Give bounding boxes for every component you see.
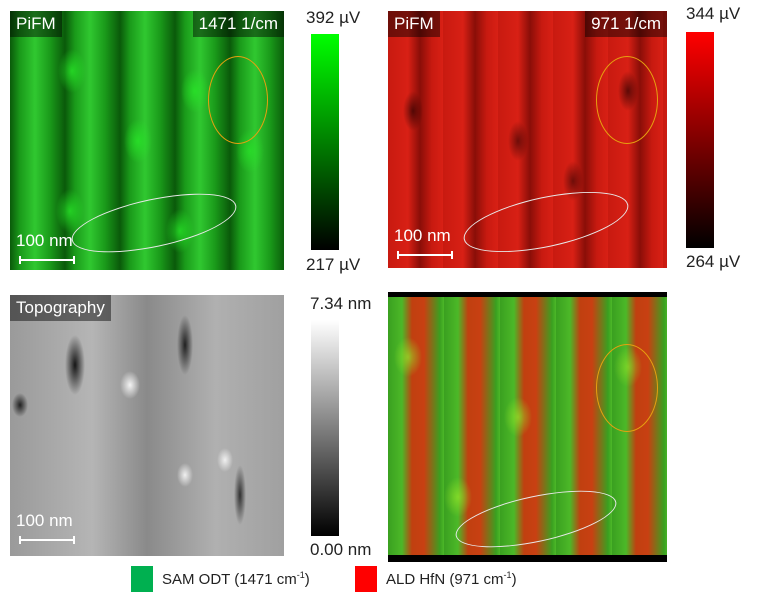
colorbar-max-label: 344 µV bbox=[686, 4, 741, 23]
orange-ellipse-marker bbox=[596, 56, 658, 144]
panel-label: PiFM bbox=[388, 11, 440, 37]
scale-bar: 100 nm bbox=[16, 511, 75, 544]
wavenumber-label: 971 1/cm bbox=[585, 11, 667, 37]
orange-ellipse-marker bbox=[208, 56, 268, 144]
white-ellipse-marker bbox=[66, 182, 242, 264]
topography-image: Topography 100 nm bbox=[10, 295, 284, 556]
pifm-971-image: PiFM 971 1/cm 100 nm bbox=[388, 11, 667, 268]
gray-colorbar bbox=[311, 320, 339, 536]
colorbar-min-label: 264 µV bbox=[686, 252, 741, 271]
colorbar-min-label: 217 µV bbox=[306, 255, 361, 274]
wavenumber-label: 1471 1/cm bbox=[192, 11, 284, 37]
orange-ellipse-marker bbox=[596, 344, 658, 432]
scale-bar-label: 100 nm bbox=[394, 226, 451, 245]
scale-bar: 100 nm bbox=[394, 226, 453, 259]
red-colorbar bbox=[686, 32, 714, 248]
scale-bar: 100 nm bbox=[16, 231, 75, 264]
legend-item-sam-odt: SAM ODT (1471 cm-1) bbox=[162, 570, 310, 588]
scale-bar-label: 100 nm bbox=[16, 231, 73, 250]
colorbar-max-label: 392 µV bbox=[306, 8, 361, 27]
legend-swatch-green bbox=[131, 566, 153, 592]
white-ellipse-marker bbox=[458, 180, 634, 264]
panel-label: PiFM bbox=[10, 11, 62, 37]
colorbar-min-label: 0.00 nm bbox=[310, 540, 372, 559]
overlay-image bbox=[388, 292, 667, 562]
green-colorbar bbox=[311, 34, 339, 250]
legend-item-ald-hfn: ALD HfN (971 cm-1) bbox=[386, 570, 517, 588]
panel-label: Topography bbox=[10, 295, 111, 321]
colorbar-max-label: 7.34 nm bbox=[310, 294, 372, 313]
pifm-1471-image: PiFM 1471 1/cm 100 nm bbox=[10, 11, 284, 270]
scale-bar-label: 100 nm bbox=[16, 511, 73, 530]
legend-swatch-red bbox=[355, 566, 377, 592]
